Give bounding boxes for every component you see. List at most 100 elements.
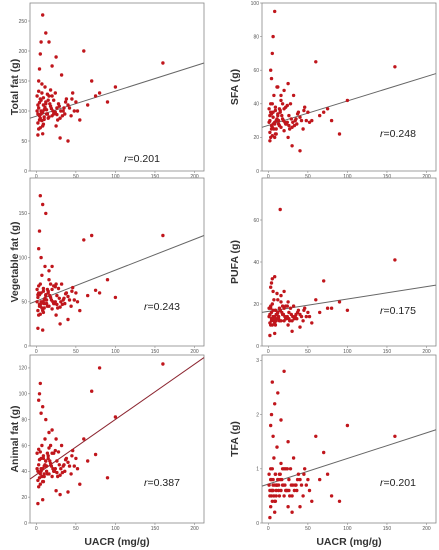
data-point [279,293,283,298]
data-point [58,492,62,497]
data-point [281,118,286,123]
data-point [55,302,59,307]
r-symbol: r [380,128,384,140]
data-point [269,76,274,81]
y-tick-label: 20 [253,302,259,308]
data-point [37,89,41,93]
y-tick-label: 0 [256,344,259,350]
data-point [279,300,283,304]
data-point [286,300,290,304]
data-point [292,123,297,128]
data-point [299,483,304,487]
data-point [288,127,292,131]
x-tick-label: 0 [35,174,38,180]
data-point [282,306,286,310]
data-point [273,402,277,406]
yticks-group: 0 20 40 60 80 100 [251,1,262,175]
data-point [41,310,46,315]
yticks-group: 0 1 2 3 [256,358,262,527]
y-tick-label: 50 [21,300,27,306]
data-point [37,447,41,451]
data-point [48,459,52,463]
data-point [287,317,291,321]
data-point [318,113,322,118]
data-point [286,323,290,327]
data-point [47,446,51,450]
data-point [57,463,61,467]
yticks-group: 0 50 100 150 200 250 [19,19,30,175]
data-point [40,273,44,277]
data-point [285,304,289,308]
data-point [287,477,291,482]
data-point [282,129,286,133]
y-tick-label: 200 [19,49,28,55]
data-point [43,437,47,441]
data-point [54,437,58,441]
data-point [267,472,271,476]
data-point [64,97,69,101]
data-point [90,79,94,83]
data-point [271,434,275,438]
data-point [86,103,90,107]
y-tick-label: 2 [256,412,259,418]
data-point [274,319,278,323]
x-tick-label: 200 [190,174,199,180]
data-point [296,472,301,476]
y-axis-label: Vegetable fat (g) [9,221,21,302]
data-point [307,314,312,319]
data-point [82,437,86,441]
data-point [302,108,306,113]
data-point [35,451,39,455]
data-point [299,118,304,123]
y-tick-label: 40 [21,469,27,475]
data-point [42,115,46,119]
data-point [273,472,278,476]
data-point [286,505,290,509]
data-point [60,470,65,475]
data-point [93,452,98,457]
data-point [40,82,44,86]
data-point [50,451,54,455]
data-point [59,300,63,304]
data-point [75,467,80,471]
data-point [299,314,304,319]
data-point [86,293,90,298]
data-point [294,483,298,487]
panel-vegetable-fat: 0 50 100 150 0 50 100 150 200 Vegetable fat (g)… [9,177,205,355]
data-point [40,443,44,448]
data-point [38,312,42,316]
data-point [274,488,278,493]
y-axis-label: Total fat (g) [9,59,21,115]
data-point [47,269,51,273]
data-point [42,117,46,122]
data-point [325,306,330,310]
data-point [40,91,44,95]
data-point [41,132,45,136]
data-point [269,112,274,116]
x-tick-label: 200 [422,349,431,355]
data-point [38,482,42,486]
x-axis-label: UACR (mg/g) [316,536,381,548]
data-point [66,103,70,107]
y-tick-label: 3 [256,358,259,364]
data-point [276,298,280,302]
data-point [38,126,42,130]
data-point [45,451,50,455]
data-point [273,275,277,279]
data-point [67,106,72,110]
r-value: =0.243 [148,301,181,313]
y-tick-label: 80 [253,34,259,40]
data-point [295,310,300,315]
data-point [63,100,68,104]
yticks-group: 0 50 100 150 [19,211,30,350]
data-point [287,113,291,118]
data-point [271,317,275,321]
data-point [318,310,322,315]
data-point [46,454,50,458]
data-point [55,293,59,298]
data-point [66,317,70,322]
data-point [72,109,77,113]
data-point [63,292,68,296]
data-point [337,499,342,503]
data-point [292,488,297,493]
